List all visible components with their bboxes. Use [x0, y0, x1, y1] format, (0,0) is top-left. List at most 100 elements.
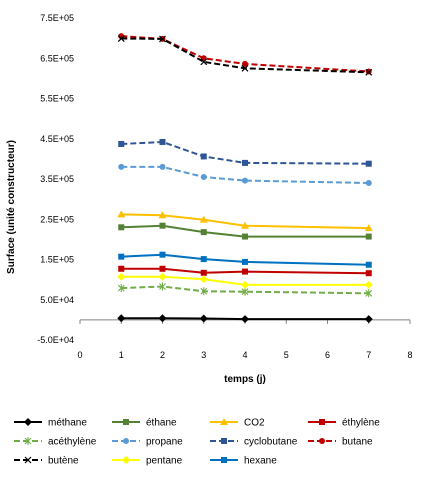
data-point — [365, 68, 373, 76]
legend-label: propane — [146, 437, 183, 448]
series-butène — [117, 35, 373, 76]
data-point — [118, 140, 125, 147]
data-point — [158, 211, 167, 219]
x-axis-ticks: 0 1 2 3 4 5 6 7 8 — [77, 319, 413, 360]
y-tick-label: 2.5E+05 — [40, 214, 74, 224]
series-méthane — [117, 314, 373, 324]
data-point — [199, 314, 208, 323]
data-point — [241, 280, 249, 289]
data-point — [117, 272, 126, 281]
y-tick-label: 6.5E+05 — [40, 53, 74, 63]
data-point — [199, 275, 208, 284]
legend-item: butane — [308, 437, 373, 448]
data-point — [117, 314, 126, 323]
series-éthane — [118, 222, 372, 240]
data-point — [199, 215, 208, 223]
legend-item: hexane — [210, 456, 277, 467]
data-point — [200, 287, 208, 296]
data-point — [319, 438, 325, 444]
legend-label: hexane — [244, 456, 277, 467]
data-point — [159, 265, 166, 272]
data-point — [117, 210, 126, 218]
data-point — [159, 251, 166, 258]
data-point — [200, 153, 207, 160]
data-point — [24, 437, 32, 445]
y-axis-ticks: -5.0E+04 5.0E+04 1.5E+05 2.5E+05 3.5E+05 4.5E… — [37, 13, 74, 345]
series-CO2 — [117, 210, 373, 232]
data-point — [241, 64, 249, 72]
y-tick-label: -5.0E+04 — [37, 335, 74, 345]
legend-item: cyclobutane — [210, 437, 298, 448]
legend-item: CO2 — [210, 418, 265, 429]
y-tick-label: 1.5E+05 — [40, 255, 74, 265]
series-acéthylène — [117, 282, 373, 298]
data-point — [365, 233, 372, 240]
data-point — [200, 269, 207, 276]
data-point — [159, 282, 166, 291]
data-point — [242, 233, 248, 240]
data-point — [117, 284, 125, 293]
data-point — [24, 456, 32, 464]
legend-item: propane — [112, 437, 183, 448]
data-point — [159, 138, 166, 145]
data-point — [118, 253, 125, 260]
x-axis-title: temps (j) — [224, 374, 266, 385]
x-tick-label: 3 — [201, 350, 206, 360]
data-point — [242, 268, 248, 275]
legend-label: éthane — [146, 418, 177, 429]
data-point — [24, 418, 32, 426]
data-point — [241, 221, 249, 229]
data-point — [158, 272, 167, 281]
data-point — [158, 314, 167, 323]
data-point — [200, 229, 207, 236]
series-éthylène — [118, 265, 372, 277]
y-axis-title: Surface (unité constructeur) — [6, 140, 17, 274]
legend: méthane éthane CO2 éthylène acéthylène propan… — [14, 418, 380, 467]
data-point — [118, 265, 125, 272]
legend-item: pentane — [112, 456, 183, 467]
series-propane — [118, 163, 372, 187]
data-point — [242, 60, 248, 67]
legend-label: méthane — [48, 418, 87, 429]
data-point — [200, 173, 207, 180]
data-point — [319, 419, 325, 425]
data-point — [122, 456, 130, 464]
y-tick-label: 5.5E+05 — [40, 94, 74, 104]
x-tick-label: 8 — [407, 350, 412, 360]
data-point — [221, 457, 227, 463]
x-tick-label: 0 — [77, 350, 82, 360]
x-tick-label: 6 — [325, 350, 330, 360]
legend-label: CO2 — [244, 418, 265, 429]
y-tick-label: 4.5E+05 — [40, 134, 74, 144]
data-point — [364, 280, 373, 289]
legend-label: butène — [48, 456, 79, 467]
x-tick-label: 7 — [366, 350, 371, 360]
data-point — [242, 177, 248, 184]
data-point — [365, 261, 372, 268]
plot-area — [117, 33, 373, 324]
data-point — [200, 58, 208, 66]
data-point — [221, 438, 227, 444]
legend-item: acéthylène — [14, 437, 97, 448]
data-point — [117, 35, 125, 42]
data-point — [118, 163, 125, 170]
legend-label: cyclobutane — [244, 437, 298, 448]
data-point — [364, 224, 373, 232]
data-point — [123, 419, 129, 425]
legend-item: butène — [14, 456, 79, 467]
data-point — [159, 35, 166, 43]
legend-label: pentane — [146, 456, 183, 467]
data-point — [159, 222, 166, 229]
legend-label: butane — [342, 437, 373, 448]
legend-label: acéthylène — [48, 437, 97, 448]
data-point — [220, 418, 228, 425]
y-tick-label: 7.5E+05 — [40, 13, 74, 23]
series-cyclobutane — [118, 138, 372, 167]
data-point — [365, 289, 373, 298]
legend-item: éthylène — [308, 418, 380, 429]
data-point — [365, 180, 372, 187]
legend-label: éthylène — [342, 418, 380, 429]
x-tick-label: 5 — [284, 350, 289, 360]
data-point — [241, 315, 249, 324]
